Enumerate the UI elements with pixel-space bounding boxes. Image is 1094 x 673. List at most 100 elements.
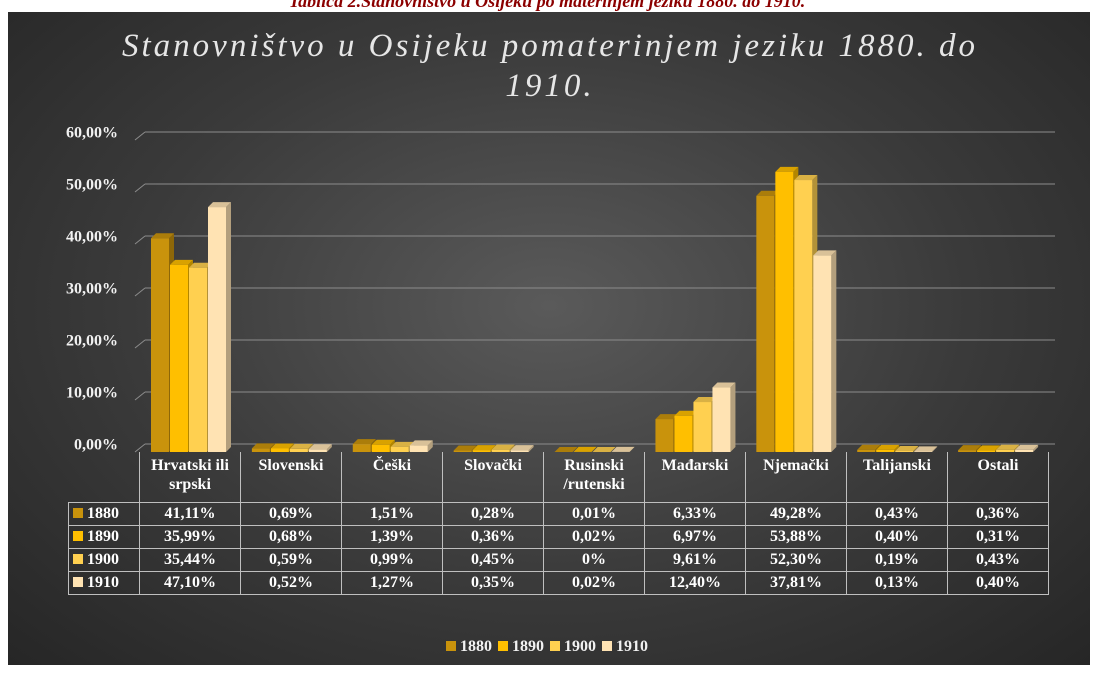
bar — [409, 445, 428, 452]
bar-side — [894, 444, 900, 452]
table-value: 0,28% — [442, 502, 544, 526]
top-caption: Tablica 2.Stanovništvo u Osijeku po mate… — [288, 0, 806, 11]
bar — [170, 264, 188, 452]
table-value: 0,01% — [543, 502, 645, 526]
bar-top — [170, 259, 193, 265]
table-series-name: 1910 — [87, 574, 119, 591]
bar-top — [409, 440, 433, 446]
y-tick-label: 50,00% — [66, 177, 118, 194]
x-tick-label: Rusinski /rutenski — [543, 452, 645, 503]
table-value: 53,88% — [745, 525, 847, 549]
x-tick-label: Talijanski — [846, 452, 948, 503]
bar — [491, 449, 510, 452]
table-value: 47,10% — [139, 571, 241, 595]
bar-top — [794, 175, 818, 181]
x-tick-label: Mađarski — [644, 452, 746, 503]
legend-key — [550, 641, 560, 651]
grid-line-depth — [134, 235, 146, 245]
table-row: 1900 35,44% 0,59% 0,99% 0,45% 0% 9,61% 52,30% 0,… — [68, 548, 1049, 572]
bar-side — [1033, 444, 1039, 452]
legend-item: 1910 — [602, 638, 648, 655]
bar-top — [693, 397, 717, 403]
bar-top — [775, 166, 799, 172]
table-row: 1910 47,10% 0,52% 1,27% 0,35% 0,02% 12,40% 37,8… — [68, 571, 1049, 595]
table-value: 0,40% — [947, 571, 1049, 595]
bar-side — [932, 446, 938, 452]
table-value: 0,36% — [442, 525, 544, 549]
table-header-row: Hrvatski ili srpski Slovenski Češki Slovačk… — [68, 452, 1049, 503]
table-value: 0,36% — [947, 502, 1049, 526]
bar-side — [591, 446, 597, 452]
bar-top — [289, 443, 313, 449]
bar-top — [958, 445, 982, 451]
legend-label: 1890 — [512, 638, 544, 655]
bar-top — [813, 250, 837, 256]
table-value: 0,40% — [846, 525, 948, 549]
bar-top — [712, 382, 736, 388]
bar-top — [453, 445, 477, 451]
bar — [813, 255, 832, 452]
bar — [510, 450, 529, 452]
bar — [453, 450, 472, 452]
bar — [1015, 449, 1034, 452]
grid-line-depth — [134, 183, 146, 193]
x-tick-label: Njemački — [745, 452, 847, 503]
legend-item: 1890 — [498, 638, 544, 655]
chart-title: Stanovništvo u Osijeku pomaterinjem jezi… — [122, 28, 978, 104]
bar-top — [895, 446, 919, 452]
y-tick-label: 10,00% — [66, 385, 118, 402]
table-row: 1880 41,11% 0,69% 1,51% 0,28% 0,01% 6,33% 49,28… — [68, 502, 1049, 526]
bar-side — [730, 382, 736, 452]
legend-key — [498, 641, 508, 651]
table-value: 0,59% — [240, 548, 342, 572]
bar-top — [208, 202, 231, 208]
y-tick-label: 20,00% — [66, 333, 118, 350]
legend-item: 1880 — [446, 638, 492, 655]
bar — [151, 238, 169, 452]
bar-side — [572, 446, 578, 452]
table-value: 35,44% — [139, 548, 241, 572]
bar-side — [427, 440, 433, 452]
legend-label: 1900 — [564, 638, 596, 655]
bar — [674, 415, 693, 452]
bar-side — [913, 446, 919, 452]
bar-top — [189, 262, 212, 268]
table-value: 0,35% — [442, 571, 544, 595]
bar-top — [996, 444, 1020, 450]
y-tick-label: 30,00% — [66, 281, 118, 298]
table-value: 37,81% — [745, 571, 847, 595]
bar-top — [655, 414, 679, 420]
y-tick-label: 40,00% — [66, 229, 118, 246]
table-value: 0,13% — [846, 571, 948, 595]
legend-key — [73, 508, 83, 518]
x-tick-label: Slovački — [442, 452, 544, 503]
bar-top — [914, 446, 938, 452]
table-series-cell: 1890 — [68, 525, 140, 549]
table-value: 0,45% — [442, 548, 544, 572]
bar-top — [251, 443, 275, 449]
bar — [289, 448, 308, 452]
bar-top — [352, 439, 376, 445]
bar — [876, 449, 895, 452]
table-value: 41,11% — [139, 502, 241, 526]
table-series-cell: 1900 — [68, 548, 140, 572]
bar-side — [326, 444, 332, 452]
bar — [977, 450, 996, 452]
bar-top — [270, 443, 294, 449]
bar — [208, 207, 226, 452]
bar — [895, 451, 914, 452]
legend-label: 1910 — [616, 638, 648, 655]
bar-side — [629, 446, 635, 452]
bar-top — [573, 446, 597, 452]
grid-line-depth — [134, 131, 146, 141]
bar — [308, 449, 327, 452]
bar — [914, 451, 933, 452]
bar-top — [554, 446, 578, 452]
bar — [857, 449, 876, 452]
x-tick-label: Češki — [341, 452, 443, 503]
legend: 1880 1890 1900 1910 — [0, 638, 1094, 656]
bar-top — [491, 444, 515, 450]
table-corner — [68, 452, 140, 503]
table-series-name: 1890 — [87, 528, 119, 545]
